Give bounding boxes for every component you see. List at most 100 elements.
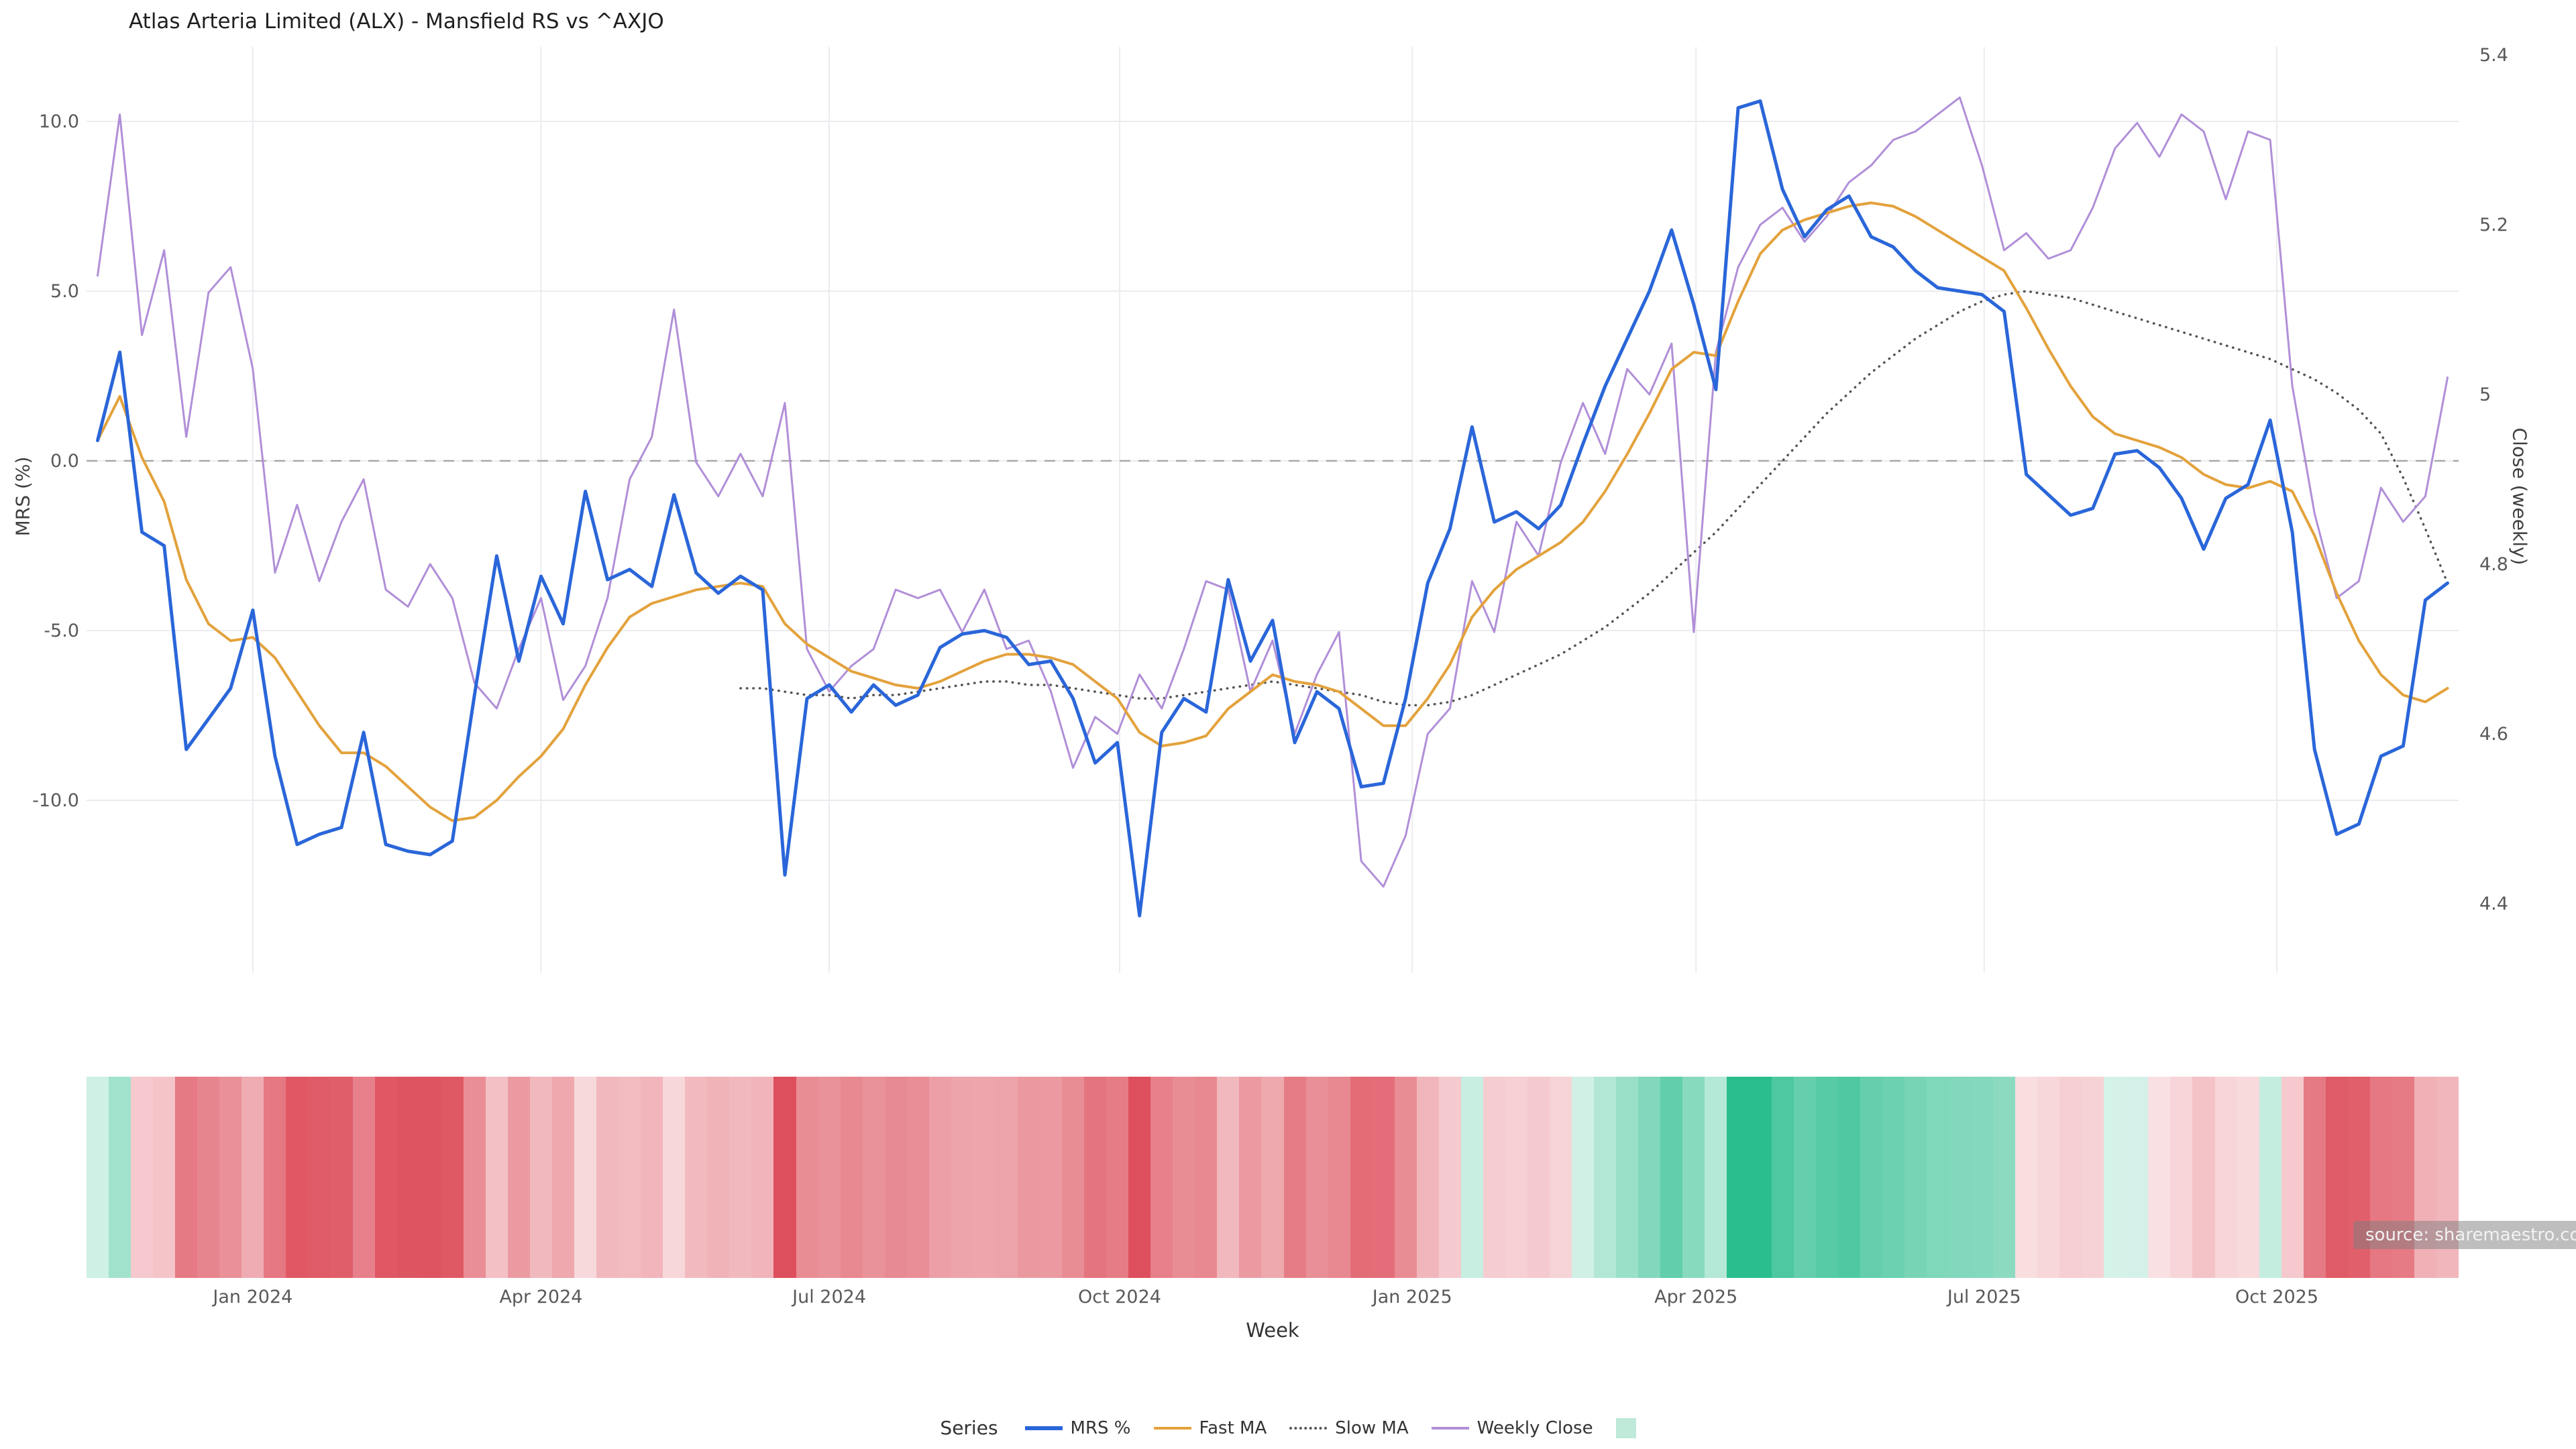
heatmap-cell bbox=[2126, 1077, 2149, 1278]
x-axis-title: Week bbox=[1246, 1319, 1299, 1342]
heatmap-cell bbox=[485, 1077, 508, 1278]
heatmap-cell bbox=[1948, 1077, 1971, 1278]
y-left-tick-label: 5.0 bbox=[50, 281, 79, 302]
heatmap-cell bbox=[1594, 1077, 1617, 1278]
legend-swatch-line bbox=[1431, 1426, 1469, 1430]
x-axis-tick-label: Jan 2024 bbox=[213, 1287, 293, 1307]
heatmap-cell bbox=[818, 1077, 841, 1278]
series-line-weekly-close bbox=[97, 96, 2449, 888]
heatmap-cell bbox=[707, 1077, 730, 1278]
heatmap-cell bbox=[751, 1077, 774, 1278]
y-left-tick-label: 0.0 bbox=[50, 451, 79, 472]
x-axis-tick-label: Jan 2025 bbox=[1372, 1287, 1452, 1307]
legend-swatch-line bbox=[1153, 1426, 1191, 1430]
heatmap-cell bbox=[862, 1077, 885, 1278]
heatmap-cell bbox=[2325, 1077, 2348, 1278]
y-right-tick-label: 5.4 bbox=[2479, 45, 2508, 66]
heatmap-cell bbox=[1438, 1077, 1461, 1278]
y-right-tick-label: 4.4 bbox=[2479, 894, 2508, 914]
heatmap-cell bbox=[1062, 1077, 1085, 1278]
heatmap-cell bbox=[1970, 1077, 1994, 1278]
legend-swatch-line bbox=[1024, 1426, 1063, 1430]
heatmap-cell bbox=[1017, 1077, 1040, 1278]
heatmap-cell bbox=[1638, 1077, 1661, 1278]
heatmap-cell bbox=[1926, 1077, 1949, 1278]
heatmap-cell bbox=[2281, 1077, 2304, 1278]
heatmap-cell bbox=[330, 1077, 353, 1278]
heatmap-cell bbox=[419, 1077, 441, 1278]
heatmap-cell bbox=[529, 1077, 552, 1278]
heatmap-cell bbox=[773, 1077, 796, 1278]
series-line-mrs- bbox=[96, 99, 2449, 918]
legend-swatch-line bbox=[1289, 1426, 1328, 1430]
y-right-tick-label: 5.2 bbox=[2479, 215, 2508, 235]
heatmap-cell bbox=[729, 1077, 752, 1278]
heatmap-cell bbox=[2214, 1077, 2237, 1278]
heatmap-cell bbox=[1882, 1077, 1904, 1278]
legend-swatch-square bbox=[1615, 1417, 1636, 1438]
heatmap-cell bbox=[2015, 1077, 2038, 1278]
heatmap-cell bbox=[1483, 1077, 1505, 1278]
heatmap-cell bbox=[574, 1077, 597, 1278]
x-axis-tick-label: Apr 2025 bbox=[1654, 1287, 1738, 1307]
legend-item-label: Slow MA bbox=[1335, 1417, 1409, 1438]
x-axis-tick-label: Oct 2024 bbox=[1077, 1287, 1161, 1307]
heatmap-cell bbox=[396, 1077, 419, 1278]
heatmap-cell bbox=[175, 1077, 198, 1278]
heatmap-cell bbox=[1527, 1077, 1550, 1278]
heatmap-cell bbox=[1460, 1077, 1483, 1278]
series-line-slow-ma bbox=[739, 290, 2449, 707]
heatmap-cell bbox=[1084, 1077, 1107, 1278]
heatmap-cell bbox=[2148, 1077, 2171, 1278]
heatmap-cell bbox=[1616, 1077, 1639, 1278]
heatmap-cell bbox=[1705, 1077, 1727, 1278]
heatmap-cell bbox=[1682, 1077, 1705, 1278]
heatmap-cell bbox=[507, 1077, 530, 1278]
heatmap-cell bbox=[264, 1077, 286, 1278]
heatmap-cell bbox=[951, 1077, 973, 1278]
heatmap-cell bbox=[87, 1077, 109, 1278]
heatmap-cell bbox=[884, 1077, 907, 1278]
line-chart: 10.0 5.0 0.0 -5.0 -10.0 5.4 5.2 5 4.8 4.6 4.4 bbox=[32, 45, 2508, 973]
y-right-tick-label: 5 bbox=[2479, 384, 2491, 405]
heatmap-cell bbox=[685, 1077, 708, 1278]
heatmap-cell bbox=[1217, 1077, 1240, 1278]
series-line-fast-ma bbox=[96, 201, 2449, 822]
legend-item-label: Fast MA bbox=[1199, 1417, 1267, 1438]
legend-item: Weekly Close bbox=[1431, 1417, 1593, 1438]
heatmap-cell bbox=[1305, 1077, 1328, 1278]
legend-item bbox=[1615, 1417, 1636, 1438]
heatmap-cell bbox=[308, 1077, 331, 1278]
heatmap-cell bbox=[286, 1077, 309, 1278]
heatmap-cell bbox=[1727, 1077, 1750, 1278]
heatmap-cell bbox=[1572, 1077, 1595, 1278]
heatmap-cell bbox=[441, 1077, 464, 1278]
heatmap-cell bbox=[2237, 1077, 2259, 1278]
heatmap-cell bbox=[1904, 1077, 1927, 1278]
heatmap-cell bbox=[109, 1077, 131, 1278]
heatmap-cell bbox=[1771, 1077, 1794, 1278]
legend-item-label: Weekly Close bbox=[1477, 1417, 1593, 1438]
heatmap-cell bbox=[374, 1077, 397, 1278]
heatmap-cell bbox=[1040, 1077, 1063, 1278]
y-left-tick-label: -5.0 bbox=[44, 621, 79, 641]
heatmap-cell bbox=[1860, 1077, 1882, 1278]
heatmap-cell bbox=[1195, 1077, 1218, 1278]
heatmap-cell bbox=[1328, 1077, 1350, 1278]
x-axis-tick-label: Jul 2025 bbox=[1947, 1287, 2021, 1307]
heatmap-cell bbox=[1815, 1077, 1838, 1278]
heatmap-cell bbox=[131, 1077, 154, 1278]
heatmap-cell bbox=[241, 1077, 264, 1278]
legend-title: Series bbox=[940, 1417, 998, 1439]
heatmap-cell bbox=[1993, 1077, 2016, 1278]
heatmap-cell bbox=[352, 1077, 375, 1278]
heatmap-cell bbox=[2303, 1077, 2326, 1278]
heatmap-cell bbox=[663, 1077, 686, 1278]
heatmap-cell bbox=[2082, 1077, 2104, 1278]
legend-item: Slow MA bbox=[1289, 1417, 1409, 1438]
heatmap-cell bbox=[1837, 1077, 1860, 1278]
y-right-tick-label: 4.6 bbox=[2479, 724, 2508, 745]
heatmap-cell bbox=[1660, 1077, 1683, 1278]
heatmap-cell bbox=[796, 1077, 818, 1278]
